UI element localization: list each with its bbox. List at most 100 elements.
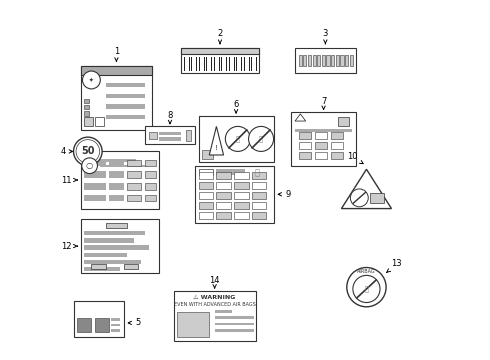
- FancyBboxPatch shape: [298, 152, 311, 158]
- FancyBboxPatch shape: [81, 66, 152, 130]
- FancyBboxPatch shape: [211, 57, 212, 71]
- FancyBboxPatch shape: [84, 99, 89, 103]
- FancyBboxPatch shape: [127, 159, 142, 166]
- FancyBboxPatch shape: [217, 172, 231, 179]
- FancyBboxPatch shape: [100, 165, 147, 167]
- FancyBboxPatch shape: [206, 57, 207, 71]
- FancyBboxPatch shape: [191, 57, 192, 71]
- FancyBboxPatch shape: [252, 192, 267, 199]
- FancyBboxPatch shape: [109, 159, 123, 166]
- FancyBboxPatch shape: [215, 329, 254, 332]
- FancyBboxPatch shape: [84, 159, 106, 166]
- FancyBboxPatch shape: [203, 57, 205, 71]
- FancyBboxPatch shape: [84, 231, 145, 235]
- FancyBboxPatch shape: [198, 192, 213, 199]
- Text: 10: 10: [347, 152, 363, 164]
- FancyBboxPatch shape: [292, 112, 356, 166]
- FancyBboxPatch shape: [106, 94, 145, 98]
- FancyBboxPatch shape: [317, 55, 320, 66]
- FancyBboxPatch shape: [106, 115, 145, 119]
- FancyBboxPatch shape: [127, 195, 142, 202]
- FancyBboxPatch shape: [234, 57, 235, 71]
- FancyBboxPatch shape: [202, 150, 213, 158]
- FancyBboxPatch shape: [186, 130, 192, 141]
- Text: 13: 13: [387, 260, 402, 273]
- Text: 🧒: 🧒: [365, 285, 368, 292]
- FancyBboxPatch shape: [244, 57, 245, 71]
- Text: 🧒: 🧒: [259, 136, 263, 142]
- Polygon shape: [209, 126, 223, 155]
- FancyBboxPatch shape: [123, 264, 138, 269]
- FancyBboxPatch shape: [313, 55, 316, 66]
- FancyBboxPatch shape: [198, 169, 213, 175]
- FancyBboxPatch shape: [217, 212, 231, 219]
- Circle shape: [248, 126, 273, 152]
- FancyBboxPatch shape: [298, 55, 302, 66]
- FancyBboxPatch shape: [217, 182, 231, 189]
- FancyBboxPatch shape: [228, 57, 230, 71]
- Text: 12: 12: [61, 242, 77, 251]
- FancyBboxPatch shape: [308, 55, 311, 66]
- Text: ○: ○: [86, 161, 93, 170]
- FancyBboxPatch shape: [81, 152, 159, 208]
- Circle shape: [74, 137, 102, 166]
- FancyBboxPatch shape: [234, 202, 248, 209]
- FancyBboxPatch shape: [84, 105, 89, 109]
- FancyBboxPatch shape: [298, 132, 311, 139]
- FancyBboxPatch shape: [248, 57, 249, 71]
- FancyBboxPatch shape: [100, 158, 136, 162]
- Text: ✋: ✋: [236, 136, 240, 142]
- FancyBboxPatch shape: [252, 202, 267, 209]
- FancyBboxPatch shape: [214, 57, 215, 71]
- FancyBboxPatch shape: [195, 166, 273, 223]
- Circle shape: [76, 140, 99, 163]
- FancyBboxPatch shape: [109, 171, 123, 178]
- FancyBboxPatch shape: [234, 172, 248, 179]
- FancyBboxPatch shape: [350, 55, 353, 66]
- Text: ⚠ WARNING: ⚠ WARNING: [194, 296, 236, 300]
- Circle shape: [82, 158, 98, 174]
- FancyBboxPatch shape: [181, 48, 259, 54]
- FancyBboxPatch shape: [109, 183, 123, 190]
- FancyBboxPatch shape: [331, 142, 343, 149]
- FancyBboxPatch shape: [106, 104, 145, 109]
- Polygon shape: [342, 169, 392, 208]
- Text: 2: 2: [218, 29, 222, 44]
- FancyBboxPatch shape: [84, 111, 89, 116]
- FancyBboxPatch shape: [74, 301, 123, 337]
- Circle shape: [350, 189, 368, 207]
- Circle shape: [225, 126, 250, 152]
- FancyBboxPatch shape: [198, 57, 199, 71]
- Text: 3: 3: [323, 29, 328, 44]
- Text: 7: 7: [321, 97, 326, 109]
- FancyBboxPatch shape: [315, 152, 327, 158]
- FancyBboxPatch shape: [215, 316, 254, 319]
- FancyBboxPatch shape: [295, 129, 352, 132]
- FancyBboxPatch shape: [315, 142, 327, 149]
- FancyBboxPatch shape: [198, 212, 213, 219]
- FancyBboxPatch shape: [303, 55, 306, 66]
- Text: !: !: [215, 145, 218, 151]
- Text: 11: 11: [61, 176, 77, 185]
- Text: ✦: ✦: [89, 77, 94, 82]
- Text: 50: 50: [81, 147, 95, 157]
- FancyBboxPatch shape: [177, 312, 209, 337]
- FancyBboxPatch shape: [241, 57, 242, 71]
- FancyBboxPatch shape: [256, 57, 257, 71]
- FancyBboxPatch shape: [338, 117, 348, 126]
- FancyBboxPatch shape: [127, 183, 142, 190]
- Text: 4: 4: [60, 147, 73, 156]
- FancyBboxPatch shape: [298, 142, 311, 149]
- FancyBboxPatch shape: [198, 202, 213, 209]
- FancyBboxPatch shape: [252, 182, 267, 189]
- FancyBboxPatch shape: [234, 182, 248, 189]
- FancyBboxPatch shape: [184, 57, 185, 71]
- FancyBboxPatch shape: [234, 192, 248, 199]
- FancyBboxPatch shape: [84, 117, 93, 126]
- FancyBboxPatch shape: [84, 171, 106, 178]
- FancyBboxPatch shape: [159, 137, 181, 141]
- FancyBboxPatch shape: [127, 171, 142, 178]
- FancyBboxPatch shape: [295, 48, 356, 73]
- FancyBboxPatch shape: [145, 126, 195, 144]
- Text: 8: 8: [167, 111, 172, 123]
